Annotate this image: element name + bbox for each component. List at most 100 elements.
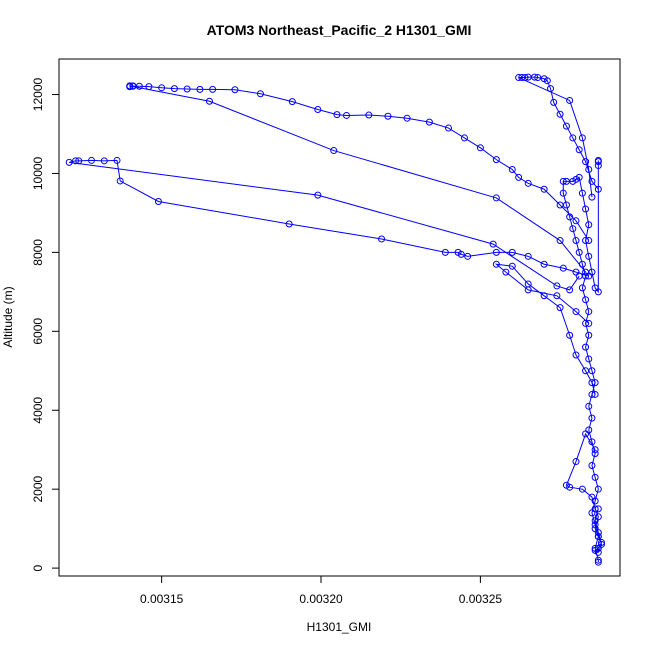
data-point [524,252,532,260]
data-point [454,248,462,256]
x-axis: 0.00315 0.00320 0.00325 [140,576,502,606]
data-point [594,556,602,564]
data-point [572,308,580,316]
data-point [556,201,564,209]
data-point [575,146,583,154]
y-axis-label: Altitude (m) [1,286,15,347]
data-point [441,248,449,256]
y-tick-label: 8000 [31,239,45,266]
data-point [113,156,121,164]
data-point [556,304,564,312]
data-point [559,177,567,185]
data-point [572,351,580,359]
x-tick-label: 0.00315 [140,592,184,606]
data-point [75,157,83,165]
data-point [556,110,564,118]
data-point [594,533,602,541]
data-point [343,111,351,119]
data-point [566,331,574,339]
data-point [540,292,548,300]
data-point [196,85,204,93]
data-point [572,458,580,466]
y-tick-label: 10000 [31,156,45,190]
data-point [65,158,73,166]
data-point [569,225,577,233]
data-series [126,82,593,276]
data-point [566,483,574,491]
y-tick-label: 2000 [31,476,45,503]
data-point [333,111,341,119]
data-point [594,529,602,537]
series-line [562,160,599,563]
data-point [569,134,577,142]
data-point [508,248,516,256]
data-point [562,122,570,130]
data-point [585,319,593,327]
data-point [591,390,599,398]
data-point [100,157,108,165]
data-point [582,158,590,166]
data-point [72,157,80,165]
data-point [365,111,373,119]
y-tick-label: 0 [31,564,45,571]
data-point [591,446,599,454]
data-point [585,166,593,173]
plot-frame [58,58,621,577]
data-point [588,193,596,201]
data-point [314,191,322,199]
data-point [594,548,602,556]
data-point [492,194,500,202]
data-point [145,83,153,91]
data-point [566,286,574,294]
data-point [585,221,593,229]
data-point [508,262,516,270]
data-point [553,282,561,290]
data-point [556,237,564,245]
data-point [158,84,166,92]
data-point [126,82,134,90]
data-point [582,367,590,375]
data-point [594,485,602,493]
data-point [585,355,593,363]
data-point [585,272,593,280]
data-point [578,485,586,493]
data-point [588,462,596,469]
data-point [594,185,602,193]
plot-area [58,58,621,577]
data-series [515,73,602,201]
data-point [550,98,558,106]
data-point [591,517,599,525]
data-point [572,217,580,225]
data-point [585,308,593,316]
data-point [515,173,523,181]
data-point [209,85,217,93]
data-point [476,144,484,152]
data-point [524,179,532,187]
data-point [594,505,602,513]
data-point [591,505,599,513]
y-axis: 0 2000 4000 6000 8000 10000 12000 [31,78,59,571]
x-tick-label: 0.00325 [459,592,503,606]
data-point [540,260,548,268]
data-point [330,147,338,155]
data-point [594,288,602,296]
data-point [492,248,500,256]
x-axis-label: H1301_GMI [307,620,372,634]
data-point [594,156,602,164]
data-point [566,96,574,104]
data-point [591,450,599,458]
data-point [585,331,593,339]
data-point [314,106,322,114]
data-point [384,112,392,120]
data-series [492,260,599,398]
data-point [489,240,497,248]
data-series [562,430,606,556]
data-point [582,296,590,304]
data-point [445,124,453,132]
data-point [559,264,567,272]
data-point [518,74,526,82]
data-point [575,272,583,280]
data-point [492,260,500,268]
data-point [591,473,599,481]
